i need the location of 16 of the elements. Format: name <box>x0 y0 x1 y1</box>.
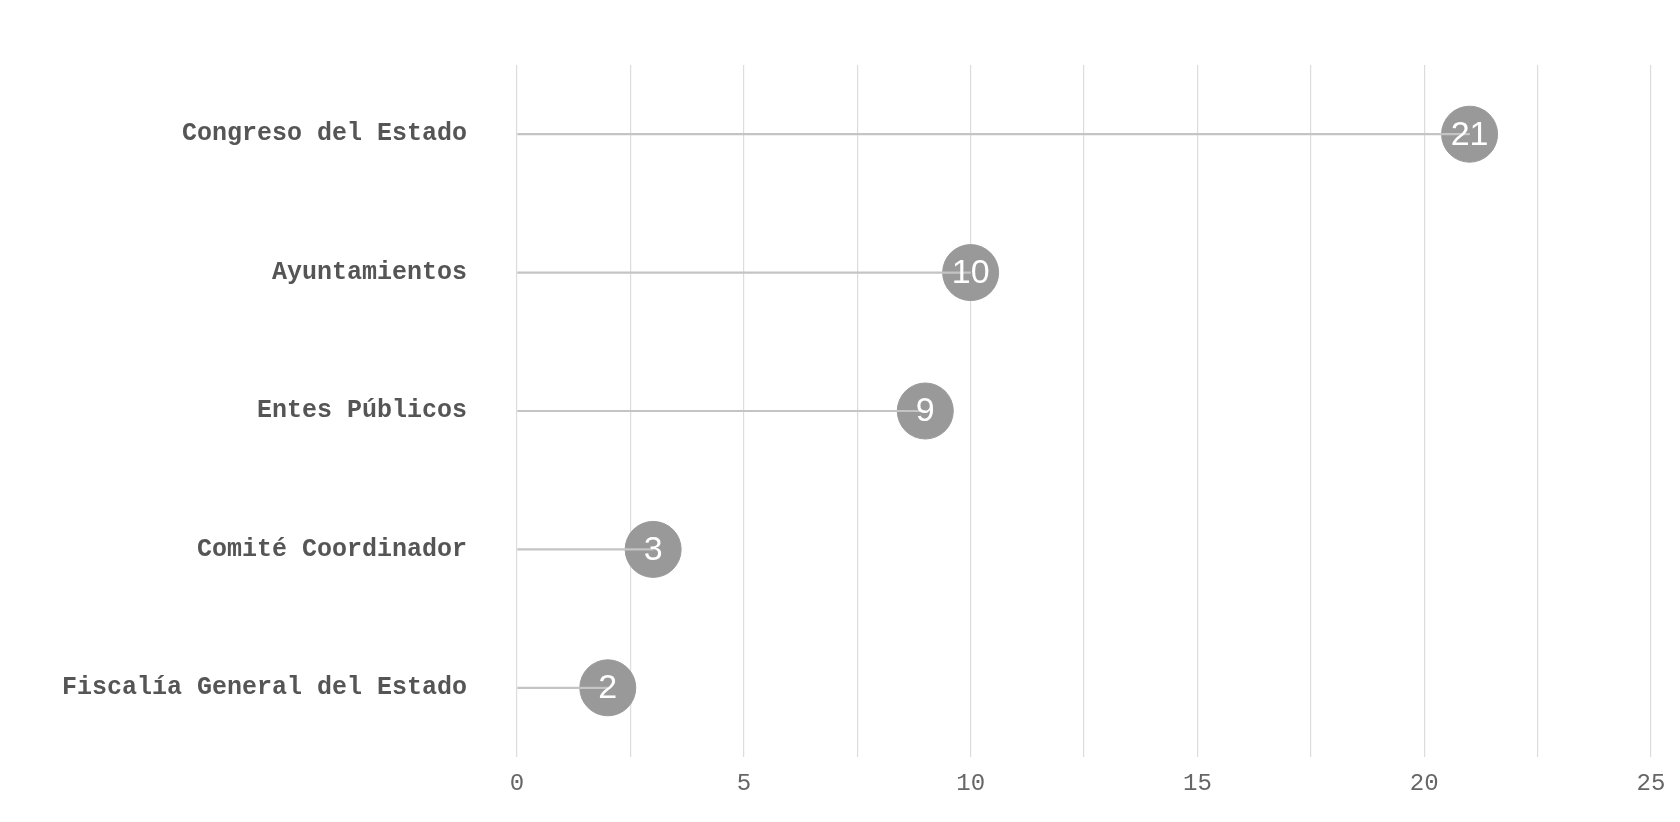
x-tick-label: 15 <box>1183 769 1212 797</box>
data-label: 2 <box>598 667 618 706</box>
data-label: 21 <box>1450 113 1489 152</box>
y-tick-label: Congreso del Estado <box>182 119 468 149</box>
x-tick-label: 5 <box>736 769 752 797</box>
y-tick-label: Comité Coordinador <box>197 534 468 564</box>
y-tick-label: Ayuntamientos <box>272 257 468 287</box>
data-label: 3 <box>643 528 663 567</box>
data-label: 9 <box>915 390 935 429</box>
data-label: 10 <box>951 251 990 290</box>
x-tick-label: 0 <box>509 769 525 797</box>
x-tick-label: 10 <box>956 769 986 797</box>
x-tick-label: 25 <box>1636 769 1666 797</box>
y-tick-label: Fiscalía General del Estado <box>61 673 468 703</box>
x-tick-label: 20 <box>1409 769 1439 797</box>
y-tick-label: Entes Públicos <box>257 396 468 426</box>
